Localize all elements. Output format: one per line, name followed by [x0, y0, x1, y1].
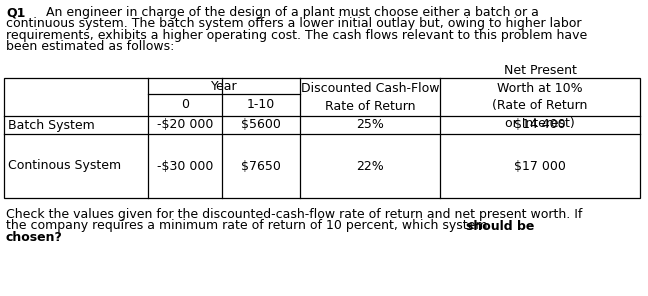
Text: $7650: $7650: [241, 160, 281, 173]
Text: 22%: 22%: [356, 160, 384, 173]
Text: 1-10: 1-10: [247, 99, 275, 112]
Text: 0: 0: [181, 99, 189, 112]
Text: Check the values given for the discounted-cash-flow rate of return and net prese: Check the values given for the discounte…: [6, 208, 583, 221]
Text: should be: should be: [466, 220, 535, 232]
Text: the company requires a minimum rate of return of 10 percent, which system: the company requires a minimum rate of r…: [6, 220, 491, 232]
Text: $14 400: $14 400: [514, 118, 566, 131]
Text: chosen?: chosen?: [6, 231, 63, 244]
Text: $17 000: $17 000: [514, 160, 566, 173]
Text: Q1: Q1: [6, 6, 25, 19]
Text: requirements, exhibits a higher operating cost. The cash flows relevant to this : requirements, exhibits a higher operatin…: [6, 29, 587, 42]
Text: Net Present
Worth at 10%
(Rate of Return
or Interest): Net Present Worth at 10% (Rate of Return…: [492, 64, 588, 131]
Text: been estimated as follows:: been estimated as follows:: [6, 41, 174, 54]
Bar: [4, 78, 640, 198]
Text: Discounted Cash-Flow
Rate of Return: Discounted Cash-Flow Rate of Return: [301, 81, 439, 112]
Text: Continous System: Continous System: [8, 160, 121, 173]
Text: Batch System: Batch System: [8, 118, 95, 131]
Text: An engineer in charge of the design of a plant must choose either a batch or a: An engineer in charge of the design of a…: [46, 6, 539, 19]
Text: -$30 000: -$30 000: [157, 160, 213, 173]
Text: Year: Year: [211, 80, 237, 92]
Text: $5600: $5600: [241, 118, 281, 131]
Text: continuous system. The batch system offers a lower initial outlay but, owing to : continuous system. The batch system offe…: [6, 17, 581, 30]
Text: -$20 000: -$20 000: [157, 118, 213, 131]
Text: 25%: 25%: [356, 118, 384, 131]
